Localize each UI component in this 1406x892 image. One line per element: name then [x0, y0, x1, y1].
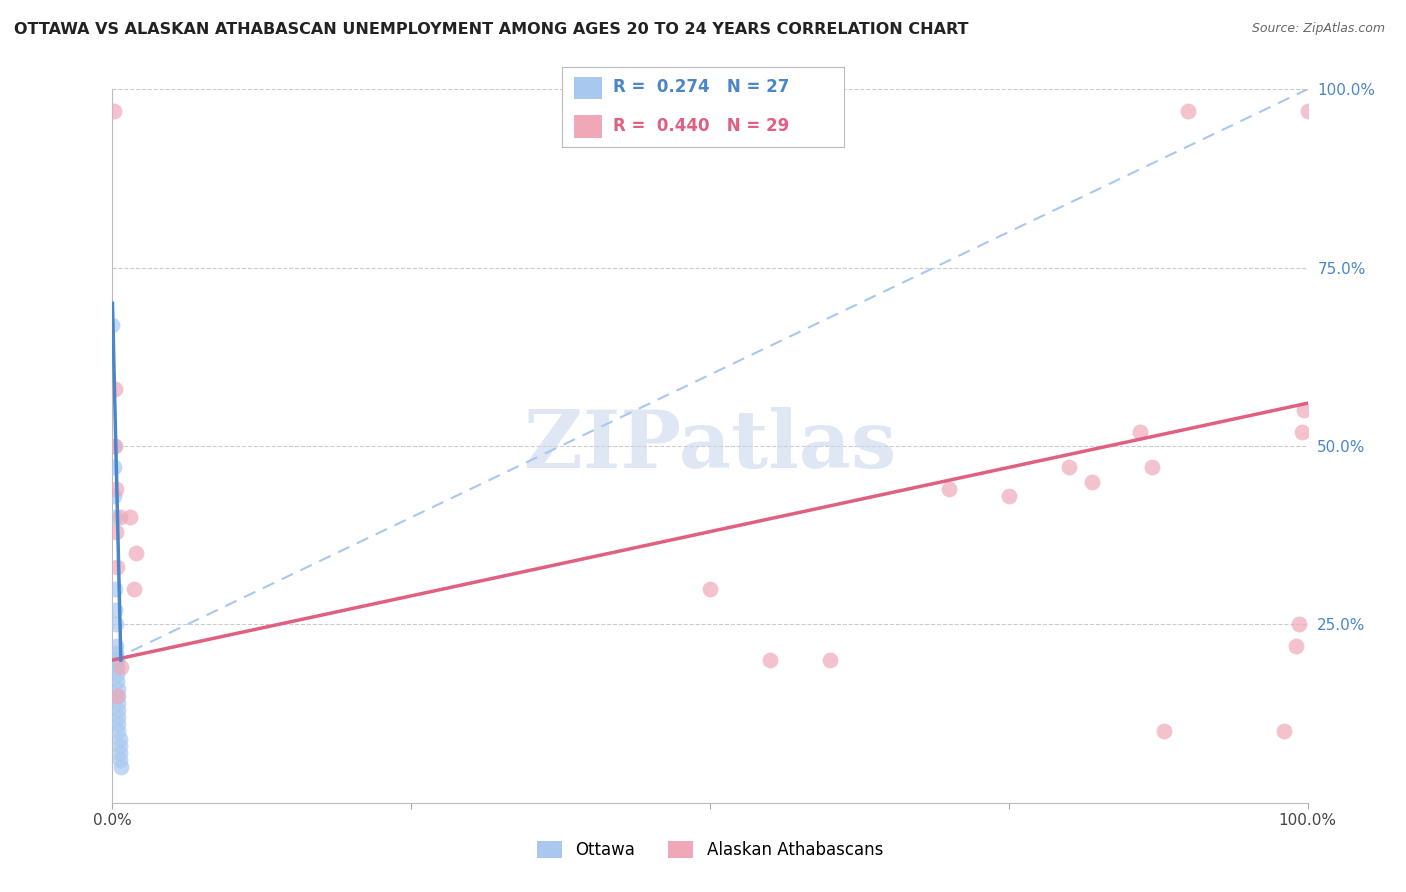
- Point: [104, 603, 127, 617]
- Point: [1285, 639, 1308, 653]
- Point: [105, 560, 128, 574]
- Point: [998, 489, 1021, 503]
- Point: [105, 639, 128, 653]
- Point: [105, 617, 128, 632]
- Point: [107, 724, 129, 739]
- Point: [108, 739, 131, 753]
- Text: R =  0.440   N = 29: R = 0.440 N = 29: [613, 118, 789, 136]
- Point: [101, 318, 124, 332]
- Legend: Ottawa, Alaskan Athabascans: Ottawa, Alaskan Athabascans: [537, 840, 883, 859]
- Point: [108, 746, 131, 760]
- Point: [1288, 617, 1310, 632]
- Point: [1272, 724, 1295, 739]
- Point: [110, 760, 132, 774]
- Point: [108, 731, 131, 746]
- Point: [107, 710, 129, 724]
- Point: [110, 660, 132, 674]
- Point: [122, 582, 145, 596]
- Point: [759, 653, 782, 667]
- Point: [105, 524, 128, 539]
- Point: [103, 439, 125, 453]
- Point: [1081, 475, 1104, 489]
- Point: [105, 667, 128, 681]
- Point: [108, 753, 131, 767]
- Point: [1292, 403, 1315, 417]
- Point: [104, 439, 127, 453]
- Point: [105, 660, 128, 674]
- Point: [105, 653, 128, 667]
- Point: [1142, 460, 1164, 475]
- Point: [107, 696, 129, 710]
- Point: [1129, 425, 1152, 439]
- Point: [1291, 425, 1313, 439]
- Point: [103, 489, 125, 503]
- Point: [107, 703, 129, 717]
- Point: [105, 689, 128, 703]
- Point: [103, 460, 125, 475]
- Text: OTTAWA VS ALASKAN ATHABASCAN UNEMPLOYMENT AMONG AGES 20 TO 24 YEARS CORRELATION : OTTAWA VS ALASKAN ATHABASCAN UNEMPLOYMEN…: [14, 22, 969, 37]
- Point: [1296, 103, 1319, 118]
- Point: [103, 103, 125, 118]
- Point: [105, 482, 128, 496]
- Point: [1153, 724, 1175, 739]
- Point: [104, 510, 127, 524]
- Point: [699, 582, 721, 596]
- Point: [105, 646, 128, 660]
- Point: [938, 482, 960, 496]
- Point: [1177, 103, 1199, 118]
- Point: [107, 681, 129, 696]
- Text: ZIPatlas: ZIPatlas: [524, 407, 896, 485]
- Point: [125, 546, 148, 560]
- Point: [1057, 460, 1080, 475]
- Point: [108, 510, 131, 524]
- Text: R =  0.274   N = 27: R = 0.274 N = 27: [613, 78, 789, 96]
- Point: [105, 674, 128, 689]
- Point: [818, 653, 841, 667]
- Point: [105, 653, 128, 667]
- Bar: [574, 77, 602, 99]
- Point: [107, 689, 129, 703]
- Text: Source: ZipAtlas.com: Source: ZipAtlas.com: [1251, 22, 1385, 36]
- Point: [104, 582, 127, 596]
- Point: [107, 717, 129, 731]
- Point: [104, 382, 127, 396]
- Bar: [574, 115, 602, 137]
- Point: [120, 510, 142, 524]
